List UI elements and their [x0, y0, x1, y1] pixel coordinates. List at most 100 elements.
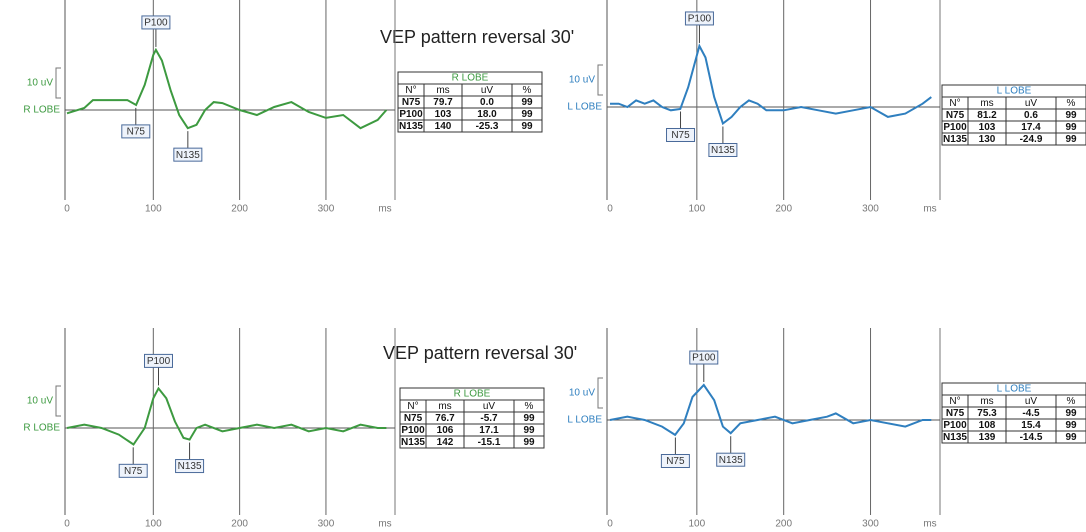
marker-box [118, 463, 148, 478]
waveform [66, 47, 388, 130]
lobe-label: R LOBE [23, 423, 60, 434]
table-cell: N135 [399, 121, 423, 132]
lobe-label: L LOBE [567, 415, 602, 426]
table-header: ms [980, 98, 993, 109]
table-cell: P100 [401, 425, 425, 436]
table-header: % [523, 85, 532, 96]
table-cell: N75 [404, 413, 423, 424]
marker-box [708, 143, 738, 157]
x-tick-label: 100 [145, 204, 162, 215]
table-header: uV [1025, 98, 1038, 109]
marker-box [660, 454, 690, 469]
table-cell: 15.4 [1021, 420, 1041, 431]
marker-label: N75 [671, 130, 690, 141]
marker-box [689, 350, 719, 365]
table-header: ms [436, 85, 449, 96]
x-tick-label: 0 [64, 204, 70, 215]
table-header: N° [407, 401, 418, 412]
marker-label: P100 [147, 356, 171, 367]
table-cell: 17.1 [479, 425, 499, 436]
table-header: uV [481, 85, 494, 96]
table-cell: -24.9 [1020, 134, 1043, 145]
table-cell: 99 [523, 425, 535, 436]
marker-label: N135 [176, 150, 200, 161]
marker-box [143, 353, 173, 368]
marker-box [716, 452, 746, 467]
table-cell: N75 [946, 408, 965, 419]
marker-box [121, 124, 151, 139]
table-cell: N135 [401, 437, 425, 448]
table-frame [941, 84, 1086, 146]
table-header: uV [483, 401, 496, 412]
marker-label: N135 [719, 455, 743, 466]
table-title: L LOBE [997, 384, 1032, 395]
table-cell: N75 [946, 110, 965, 121]
scale-bracket [55, 67, 61, 99]
table-cell: 81.2 [977, 110, 997, 121]
table-cell: 130 [979, 134, 996, 145]
x-tick-label: 200 [775, 204, 792, 215]
marker-box [666, 127, 696, 142]
table-cell: N75 [402, 97, 421, 108]
marker-label: N75 [666, 456, 685, 467]
scale-bracket [597, 64, 603, 96]
table-cell: -4.5 [1022, 408, 1040, 419]
table-cell: N135 [943, 134, 967, 145]
marker-box [141, 15, 171, 30]
table-cell: 99 [521, 97, 533, 108]
scale-bracket [597, 377, 603, 409]
table-cell: 142 [437, 437, 454, 448]
table-cell: 0.6 [1024, 110, 1038, 121]
table-cell: 79.7 [433, 97, 453, 108]
table-frame [399, 387, 545, 449]
table-frame [397, 71, 543, 133]
table-cell: 99 [1065, 110, 1077, 121]
table-cell: 99 [1065, 420, 1077, 431]
x-unit: ms [923, 204, 936, 215]
table-cell: -14.5 [1020, 432, 1043, 443]
table-title: R LOBE [452, 73, 489, 84]
x-unit: ms [378, 204, 391, 215]
table-cell: 99 [521, 109, 533, 120]
marker-label: N135 [178, 461, 202, 472]
table-header: ms [980, 396, 993, 407]
table-cell: 108 [979, 420, 996, 431]
table-cell: 76.7 [435, 413, 455, 424]
x-tick-label: 100 [688, 519, 705, 530]
x-tick-label: 300 [318, 204, 335, 215]
table-header: N° [949, 396, 960, 407]
table-cell: 103 [435, 109, 452, 120]
waveform [610, 43, 932, 126]
table-cell: 139 [979, 432, 996, 443]
table-cell: 17.4 [1021, 122, 1041, 133]
marker-label: N75 [124, 466, 143, 477]
x-unit: ms [378, 519, 391, 530]
x-tick-label: 200 [775, 519, 792, 530]
table-cell: P100 [943, 122, 967, 133]
table-cell: 18.0 [477, 109, 497, 120]
table-cell: 99 [1065, 432, 1077, 443]
x-tick-label: 0 [64, 519, 70, 530]
marker-label: N135 [711, 145, 735, 156]
table-title: R LOBE [454, 389, 491, 400]
lobe-label: R LOBE [23, 105, 60, 116]
scale-label: 10 uV [569, 388, 595, 399]
marker-box [173, 147, 203, 162]
table-cell: 103 [979, 122, 996, 133]
record-title: VEP pattern reversal 30' [383, 343, 577, 363]
x-unit: ms [923, 519, 936, 530]
waveform [609, 383, 932, 437]
table-cell: 140 [435, 121, 452, 132]
table-cell: 75.3 [977, 408, 997, 419]
table-header: % [1067, 396, 1076, 407]
table-cell: 106 [437, 425, 454, 436]
marker-label: P100 [692, 353, 716, 364]
table-frame [941, 382, 1086, 444]
table-cell: 99 [1065, 134, 1077, 145]
waveform [66, 386, 387, 446]
table-header: N° [949, 98, 960, 109]
scale-label: 10 uV [569, 75, 595, 86]
table-cell: 99 [1065, 408, 1077, 419]
x-tick-label: 100 [688, 204, 705, 215]
